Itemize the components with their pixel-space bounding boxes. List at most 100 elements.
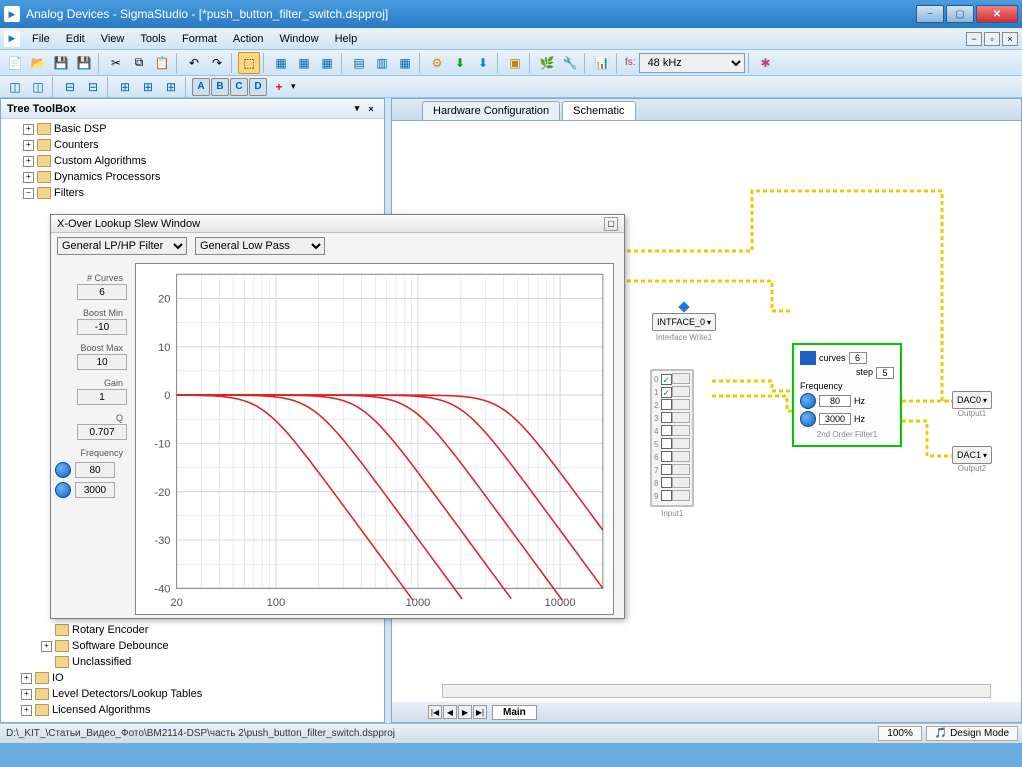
- t2-e[interactable]: ⊞: [114, 76, 136, 98]
- gain-field[interactable]: [77, 389, 127, 405]
- status-mode[interactable]: 🎵 Design Mode: [926, 726, 1018, 741]
- popup-titlebar[interactable]: X-Over Lookup Slew Window ▢: [51, 215, 624, 233]
- expand-icon[interactable]: +: [23, 172, 34, 183]
- q-field[interactable]: [77, 424, 127, 440]
- tab-hardware[interactable]: Hardware Configuration: [422, 101, 560, 120]
- tree-item[interactable]: Rotary Encoder: [72, 624, 148, 636]
- mdi-max[interactable]: ▫: [984, 32, 1000, 46]
- freq-knob-icon[interactable]: [800, 411, 816, 427]
- intface-block[interactable]: INTFACE_0▾: [652, 313, 716, 331]
- f1-field[interactable]: 80: [819, 395, 851, 407]
- menu-window[interactable]: Window: [271, 31, 326, 47]
- grid1-icon[interactable]: ▤: [348, 52, 370, 74]
- copy-icon[interactable]: ⧉: [128, 52, 150, 74]
- tree-item[interactable]: Unclassified: [72, 656, 131, 668]
- menu-view[interactable]: View: [93, 31, 133, 47]
- dac1-block[interactable]: DAC1▾: [952, 446, 992, 464]
- collapse-icon[interactable]: −: [23, 188, 34, 199]
- tree-item[interactable]: Level Detectors/Lookup Tables: [52, 688, 202, 700]
- menu-edit[interactable]: Edit: [58, 31, 93, 47]
- menu-action[interactable]: Action: [225, 31, 272, 47]
- hscrollbar[interactable]: [442, 684, 991, 698]
- grid2-icon[interactable]: ▥: [371, 52, 393, 74]
- config-icon[interactable]: 🔧: [559, 52, 581, 74]
- input-checkbox[interactable]: [661, 477, 672, 488]
- input-checkbox[interactable]: [661, 399, 672, 410]
- tab-schematic[interactable]: Schematic: [562, 101, 635, 120]
- filter-block[interactable]: curves 6 step 5 Frequency 80 Hz 3000 Hz: [792, 343, 902, 447]
- minimize-button[interactable]: −: [916, 5, 944, 23]
- select-icon[interactable]: ⬚: [238, 52, 260, 74]
- dac0-block[interactable]: DAC0▾: [952, 391, 992, 409]
- cut-icon[interactable]: ✂: [105, 52, 127, 74]
- curves-field[interactable]: 6: [849, 352, 867, 364]
- t2-d[interactable]: ⊟: [82, 76, 104, 98]
- align-c-icon[interactable]: ▦: [293, 52, 315, 74]
- add-icon[interactable]: +: [268, 76, 290, 98]
- f1-field[interactable]: [75, 462, 115, 478]
- input-checkbox[interactable]: [661, 425, 672, 436]
- t2-b[interactable]: ◫: [27, 76, 49, 98]
- status-zoom[interactable]: 100%: [878, 726, 922, 741]
- undo-icon[interactable]: ↶: [183, 52, 205, 74]
- freq-knob-icon[interactable]: [55, 482, 71, 498]
- tree-pin-icon[interactable]: ▾: [350, 102, 364, 116]
- new-icon[interactable]: 📄: [4, 52, 26, 74]
- open-icon[interactable]: 📂: [27, 52, 49, 74]
- grid3-icon[interactable]: ▦: [394, 52, 416, 74]
- filter-type-select[interactable]: General LP/HP Filter: [57, 237, 187, 255]
- t2-f[interactable]: ⊞: [137, 76, 159, 98]
- cluster-icon[interactable]: ✱: [755, 52, 777, 74]
- menu-help[interactable]: Help: [327, 31, 366, 47]
- tab-nav-last[interactable]: ▶|: [473, 705, 487, 719]
- tree-item[interactable]: Filters: [54, 187, 84, 199]
- t2-a[interactable]: ◫: [4, 76, 26, 98]
- saveall-icon[interactable]: 💾: [73, 52, 95, 74]
- expand-icon[interactable]: +: [23, 124, 34, 135]
- input-checkbox[interactable]: [661, 438, 672, 449]
- mdi-close[interactable]: ×: [1002, 32, 1018, 46]
- tree-item[interactable]: Basic DSP: [54, 123, 107, 135]
- input-checkbox[interactable]: [661, 490, 672, 501]
- f2-field[interactable]: [75, 482, 115, 498]
- menu-tools[interactable]: Tools: [132, 31, 174, 47]
- t2-c[interactable]: ⊟: [59, 76, 81, 98]
- expand-icon[interactable]: +: [41, 641, 52, 652]
- tree-item[interactable]: Custom Algorithms: [54, 155, 146, 167]
- slot-d[interactable]: D: [249, 78, 267, 96]
- close-button[interactable]: ✕: [976, 5, 1018, 23]
- expand-icon[interactable]: +: [23, 156, 34, 167]
- input-block[interactable]: 0 1 2 3 4 5 6 7 8 9: [650, 369, 694, 507]
- menu-format[interactable]: Format: [174, 31, 225, 47]
- align-l-icon[interactable]: ▦: [270, 52, 292, 74]
- bmin-field[interactable]: [77, 319, 127, 335]
- tree-item[interactable]: Dynamics Processors: [54, 171, 160, 183]
- slot-b[interactable]: B: [211, 78, 229, 96]
- tree-item[interactable]: Software Debounce: [72, 640, 169, 652]
- input-checkbox[interactable]: [661, 464, 672, 475]
- freq-knob-icon[interactable]: [800, 393, 816, 409]
- tab-nav-next[interactable]: ▶: [458, 705, 472, 719]
- input-checkbox[interactable]: [661, 387, 672, 398]
- slot-a[interactable]: A: [192, 78, 210, 96]
- bmax-field[interactable]: [77, 354, 127, 370]
- curves-field[interactable]: [77, 284, 127, 300]
- align-r-icon[interactable]: ▦: [316, 52, 338, 74]
- expand-icon[interactable]: +: [21, 689, 32, 700]
- tab-nav-first[interactable]: |◀: [428, 705, 442, 719]
- step-field[interactable]: 5: [876, 367, 894, 379]
- popup-close-icon[interactable]: ▢: [604, 217, 618, 231]
- tree-item[interactable]: Licensed Algorithms: [52, 704, 150, 716]
- download-icon[interactable]: ⬇: [472, 52, 494, 74]
- expand-icon[interactable]: +: [21, 673, 32, 684]
- redo-icon[interactable]: ↷: [206, 52, 228, 74]
- graph-icon[interactable]: 📊: [591, 52, 613, 74]
- prog-icon[interactable]: ▣: [504, 52, 526, 74]
- expand-icon[interactable]: +: [23, 140, 34, 151]
- tree-item[interactable]: IO: [52, 672, 64, 684]
- tree-icon[interactable]: 🌿: [536, 52, 558, 74]
- samplerate-select[interactable]: 48 kHz: [639, 53, 745, 73]
- paste-icon[interactable]: 📋: [151, 52, 173, 74]
- expand-icon[interactable]: +: [21, 705, 32, 716]
- sheet-tab-main[interactable]: Main: [492, 705, 537, 720]
